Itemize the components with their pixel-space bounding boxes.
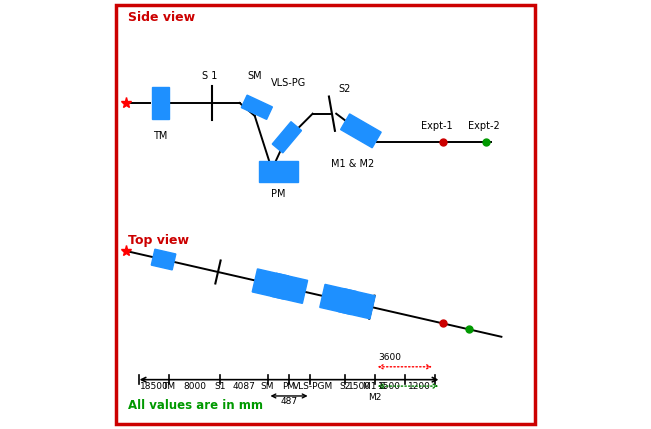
Text: 3600: 3600 <box>378 353 402 363</box>
Text: 4087: 4087 <box>232 382 255 391</box>
Text: M1 &
M2: M1 & M2 <box>363 382 387 402</box>
Text: SM: SM <box>247 71 262 82</box>
Text: Expt-2: Expt-2 <box>468 121 500 131</box>
Text: 1500: 1500 <box>378 382 402 391</box>
Bar <box>259 161 298 182</box>
Text: S2: S2 <box>339 382 350 391</box>
Text: VLS-PG: VLS-PG <box>271 78 307 88</box>
Text: 18500: 18500 <box>139 382 168 391</box>
Text: All values are in mm: All values are in mm <box>128 399 263 412</box>
Text: M1 & M2: M1 & M2 <box>331 159 374 169</box>
Text: 1200: 1200 <box>408 382 432 391</box>
Bar <box>340 114 381 148</box>
Text: SM: SM <box>261 382 274 391</box>
Bar <box>272 122 301 153</box>
Bar <box>339 289 375 319</box>
Bar <box>152 87 169 119</box>
Text: TM: TM <box>162 382 176 391</box>
Text: S2: S2 <box>339 84 351 94</box>
Bar <box>320 284 356 314</box>
Bar <box>271 273 308 303</box>
Text: Side view: Side view <box>128 11 195 24</box>
Text: TM: TM <box>153 131 167 142</box>
Text: 1500: 1500 <box>348 382 371 391</box>
Text: 487: 487 <box>281 397 298 406</box>
Text: S1: S1 <box>215 382 226 391</box>
Bar <box>252 269 289 299</box>
Bar <box>242 95 272 119</box>
Text: PM: PM <box>271 189 286 199</box>
Bar <box>151 249 176 270</box>
Text: Expt-1: Expt-1 <box>421 121 453 131</box>
Text: Top view: Top view <box>128 234 189 247</box>
Text: PM: PM <box>283 382 296 391</box>
Text: 8000: 8000 <box>183 382 206 391</box>
Text: VLS-PGM: VLS-PGM <box>292 382 333 391</box>
Text: S 1: S 1 <box>202 71 217 82</box>
